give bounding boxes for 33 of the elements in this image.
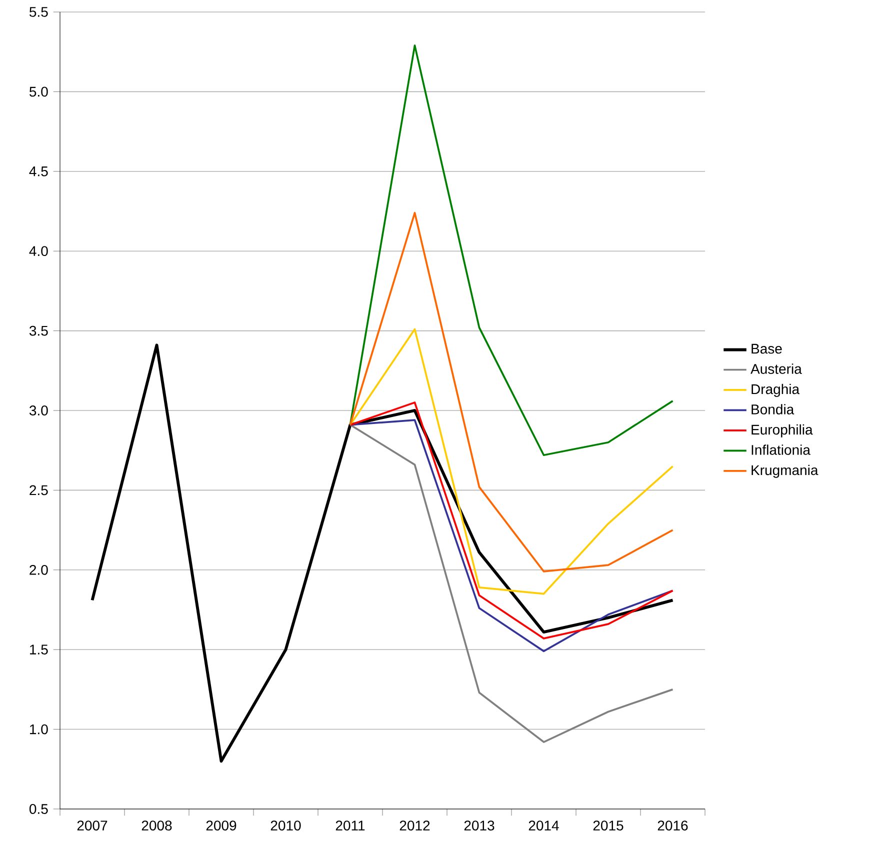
y-tick-label: 2.0	[30, 564, 48, 575]
y-tick-label: 4.5	[29, 166, 48, 176]
line-series	[349, 44, 674, 456]
legend-label: Krugmania	[752, 464, 818, 478]
x-tick-label: 2013	[464, 820, 494, 831]
y-tick-label: 0.5	[29, 804, 48, 814]
y-tick-label: 2.5	[30, 485, 48, 496]
legend-label: Europhilia	[752, 424, 813, 438]
y-tick-label: 3.0	[29, 406, 48, 416]
line-series	[349, 424, 674, 743]
legend-label: Base	[752, 344, 782, 354]
x-tick-label: 2014	[528, 820, 559, 831]
x-tick-label: 2015	[593, 820, 624, 831]
y-tick-label: 4.0	[29, 246, 48, 256]
legend-label: Austeria	[750, 364, 802, 374]
line-series	[90, 344, 674, 763]
y-tick-label: 5.0	[30, 86, 48, 97]
x-tick-label: 2008	[142, 820, 172, 831]
x-tick-label: 2016	[658, 820, 688, 831]
legend-label: Bondia	[752, 404, 794, 414]
legend-label: Draghia	[752, 384, 800, 397]
x-tick-label: 2010	[270, 820, 301, 831]
y-tick-label: 1.0	[30, 724, 48, 734]
line-series	[349, 212, 674, 572]
legend-label: Inflationia	[752, 444, 810, 455]
line-series	[349, 328, 674, 595]
y-tick-label: 5.5	[30, 7, 48, 17]
y-tick-label: 1.5	[30, 644, 48, 654]
x-tick-label: 2007	[77, 820, 108, 831]
x-tick-label: 2012	[400, 820, 430, 831]
y-tick-label: 3.5	[29, 326, 48, 336]
x-tick-label: 2009	[206, 820, 236, 831]
x-tick-label: 2011	[336, 820, 365, 831]
